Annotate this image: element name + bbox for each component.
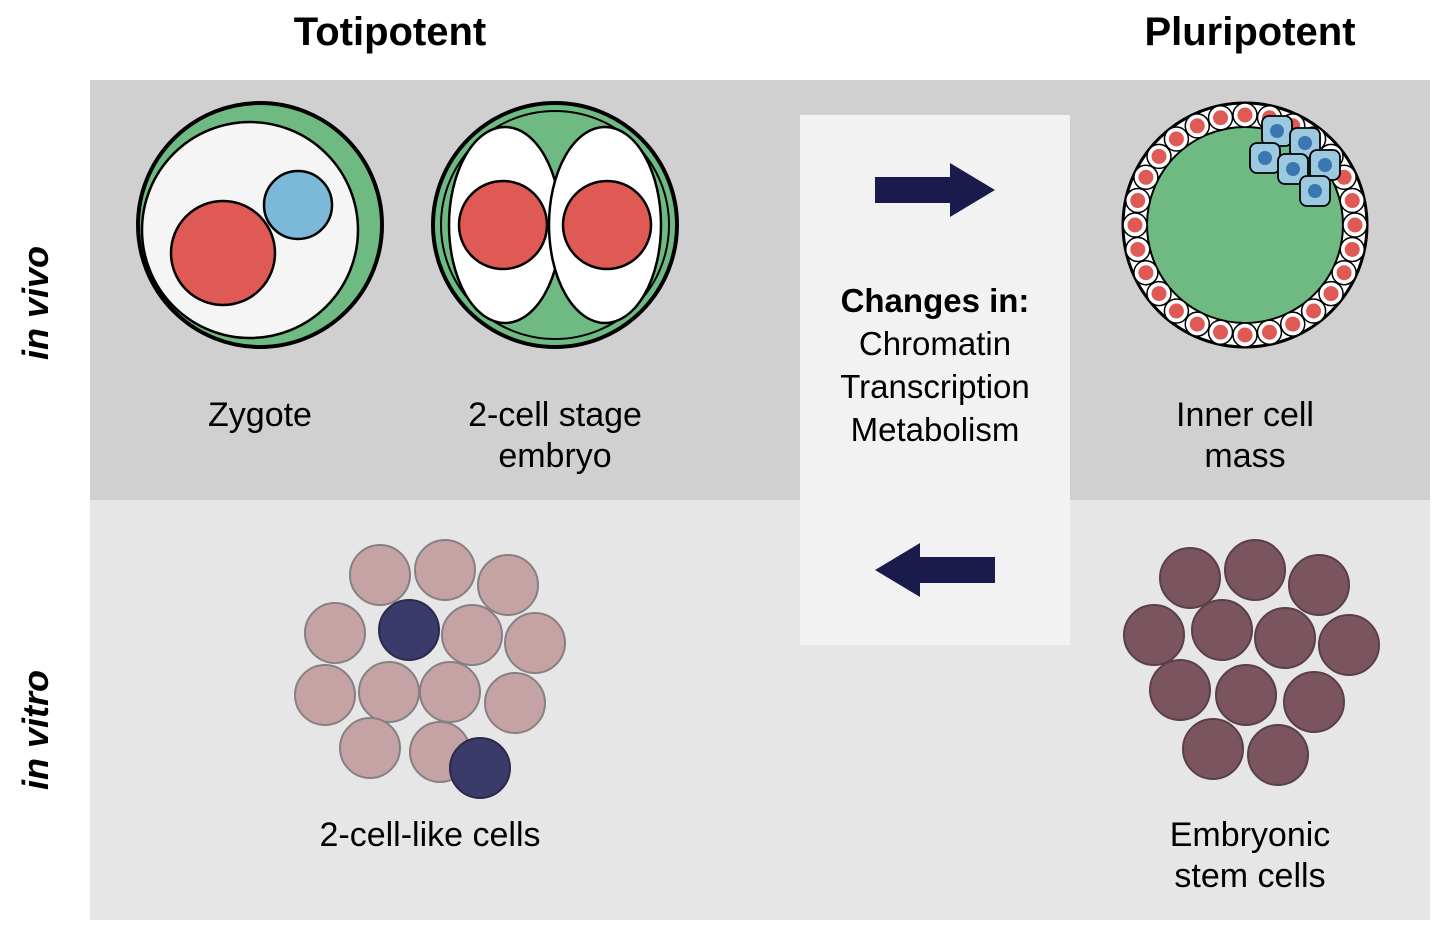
two-cell-embryo-label: 2-cell stageembryo (430, 395, 680, 477)
changes-item-0: Chromatin (859, 325, 1011, 362)
changes-item-2: Metabolism (851, 411, 1020, 448)
header-pluripotent: Pluripotent (1144, 10, 1355, 54)
changes-box: Changes in: Chromatin Transcription Meta… (800, 115, 1070, 645)
two-cell-embryo-diagram (425, 95, 685, 355)
arrow-left-icon (870, 535, 1000, 605)
zygote-diagram (130, 95, 390, 355)
row-label-in-vivo: in vivo (15, 300, 57, 360)
changes-text: Changes in: Chromatin Transcription Meta… (800, 280, 1070, 452)
zygote-label: Zygote (155, 395, 365, 436)
changes-title: Changes in: (841, 282, 1030, 319)
blastocyst-diagram (1115, 95, 1375, 355)
two-cell-like-label: 2-cell-like cells (270, 815, 590, 856)
esc-diagram (1105, 530, 1405, 800)
two-cell-like-diagram (275, 530, 585, 810)
column-headers: Totipotent Pluripotent (90, 10, 1440, 70)
changes-item-1: Transcription (840, 368, 1030, 405)
blastocyst-label: Inner cellmass (1130, 395, 1360, 477)
esc-label: Embryonicstem cells (1105, 815, 1395, 897)
arrow-right-icon (870, 155, 1000, 225)
row-label-in-vitro: in vitro (15, 730, 57, 790)
header-totipotent: Totipotent (294, 10, 487, 54)
